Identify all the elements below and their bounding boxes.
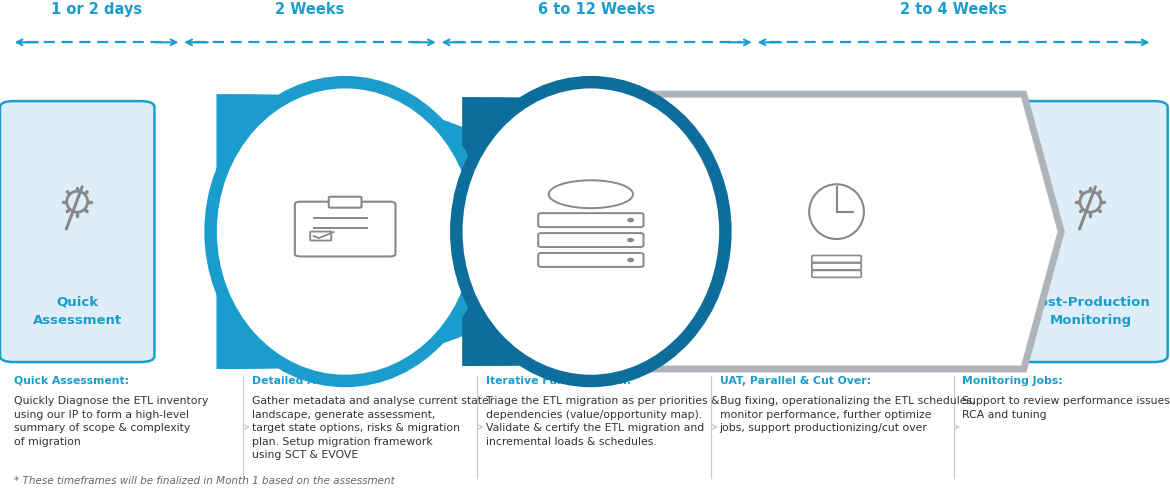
Text: Iterative Full Migration:: Iterative Full Migration:	[486, 376, 631, 386]
Ellipse shape	[211, 82, 480, 381]
FancyBboxPatch shape	[0, 101, 154, 362]
Text: 6 to 12 Weeks: 6 to 12 Weeks	[538, 2, 655, 17]
Text: 2 Weeks: 2 Weeks	[275, 2, 345, 17]
Text: Step 2: Step 2	[562, 150, 620, 168]
Ellipse shape	[627, 218, 634, 222]
Text: Triage the ETL migration as per priorities &
dependencies (value/opportunity map: Triage the ETL migration as per prioriti…	[486, 396, 720, 447]
Text: 1 or 2 days: 1 or 2 days	[51, 2, 142, 17]
Text: UAT, Parallel & Cut
Over Support: UAT, Parallel & Cut Over Support	[772, 294, 913, 324]
Text: Post-Production
Monitoring: Post-Production Monitoring	[1030, 296, 1151, 327]
Text: Support to review performance issues,
RCA and tuning: Support to review performance issues, RC…	[962, 396, 1170, 419]
FancyBboxPatch shape	[329, 197, 362, 208]
Text: Iterative Migration: Iterative Migration	[517, 302, 665, 316]
Text: UAT, Parallel & Cut Over:: UAT, Parallel & Cut Over:	[720, 376, 870, 386]
Text: Quickly Diagnose the ETL inventory
using our IP to form a high-level
summary of : Quickly Diagnose the ETL inventory using…	[14, 396, 208, 447]
Ellipse shape	[67, 191, 88, 212]
Ellipse shape	[627, 238, 634, 242]
Polygon shape	[462, 97, 916, 366]
Text: 2 to 4 Weeks: 2 to 4 Weeks	[900, 2, 1007, 17]
Text: * These timeframes will be finalized in Month 1 based on the assessment: * These timeframes will be finalized in …	[14, 476, 394, 486]
Text: Quick
Assessment: Quick Assessment	[33, 296, 122, 327]
Text: Detailed Analysis: Detailed Analysis	[277, 302, 413, 316]
Text: Monitoring Jobs:: Monitoring Jobs:	[962, 376, 1062, 386]
Ellipse shape	[456, 82, 725, 381]
Polygon shape	[216, 94, 625, 369]
Ellipse shape	[1080, 191, 1101, 212]
Text: Step 3: Step 3	[813, 150, 872, 168]
Text: Step 1: Step 1	[316, 150, 374, 168]
Text: Bug fixing, operationalizing the ETL schedules,
monitor performance, further opt: Bug fixing, operationalizing the ETL sch…	[720, 396, 975, 433]
Text: Quick Assessment:: Quick Assessment:	[14, 376, 129, 386]
FancyBboxPatch shape	[1013, 101, 1168, 362]
Ellipse shape	[627, 258, 634, 262]
Text: Gather metadata and analyse current state
landscape, generate assessment,
target: Gather metadata and analyse current stat…	[252, 396, 488, 460]
Polygon shape	[603, 94, 1061, 369]
Text: Detailed Analysis:: Detailed Analysis:	[252, 376, 362, 386]
